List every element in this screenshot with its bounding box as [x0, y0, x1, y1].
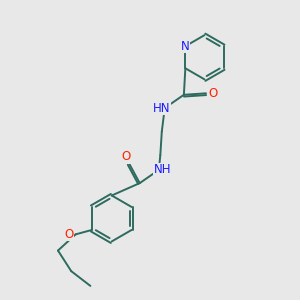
Text: O: O — [209, 87, 218, 100]
Text: NH: NH — [154, 164, 171, 176]
Text: O: O — [122, 150, 131, 163]
Text: N: N — [181, 40, 190, 53]
Text: HN: HN — [152, 101, 170, 115]
Text: O: O — [64, 228, 74, 241]
